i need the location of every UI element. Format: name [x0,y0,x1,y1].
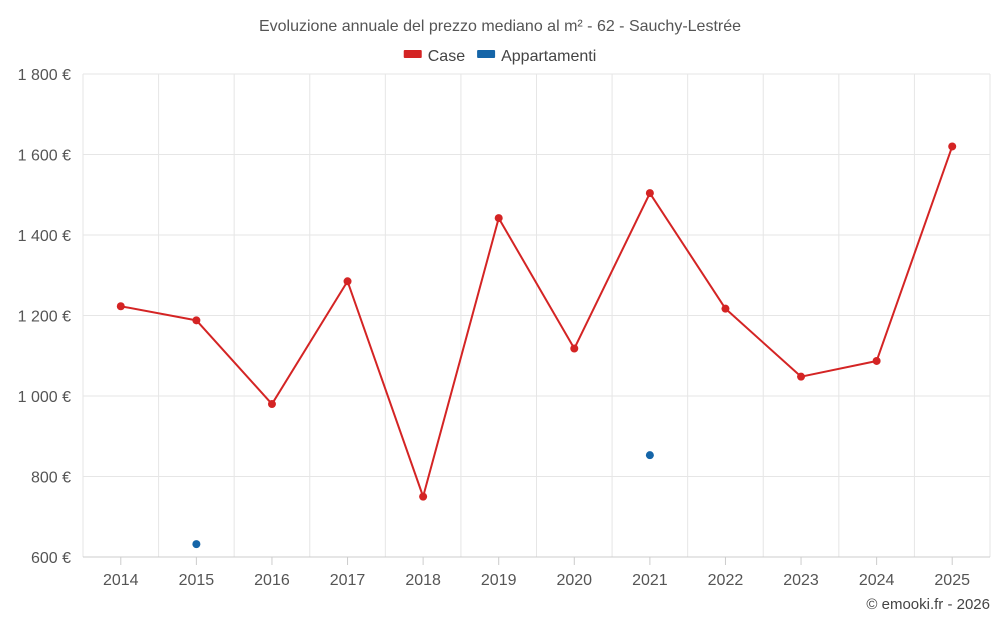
y-tick-label: 1 800 € [18,67,71,84]
x-tick-label: 2015 [179,572,215,589]
data-point-case-2017[interactable] [343,277,352,286]
series-case [116,142,957,501]
x-tick-label: 2021 [632,572,668,589]
data-point-case-2025[interactable] [948,142,957,151]
series-appartamenti [192,451,654,549]
x-tick-label: 2024 [859,572,895,589]
series-line-segment [346,280,425,497]
legend-item-case[interactable]: Case [403,48,465,65]
x-tick-label: 2016 [254,572,290,589]
series-line-segment [422,217,500,497]
series-line-segment [649,192,727,310]
data-point-case-2023[interactable] [797,372,806,381]
series-line-segment [497,217,576,350]
x-tick-label: 2020 [556,572,592,589]
legend-label: Appartamenti [501,48,596,65]
legend-label: Case [428,48,465,65]
y-tick-label: 600 € [31,550,71,567]
x-tick-label: 2025 [934,572,970,589]
series-line-segment [724,307,802,378]
legend-swatch [403,50,422,58]
data-point-case-2016[interactable] [267,400,276,409]
y-axis: 600 € 800 € 1 000 € 1 200 € 1 400 € 1 600 € 1 … [18,67,71,567]
data-point-case-2014[interactable] [116,302,125,311]
x-tick-label: 2023 [783,572,819,589]
grid [82,73,991,558]
y-tick-label: 1 200 € [18,309,71,326]
x-tick-label: 2019 [481,572,517,589]
x-tick-label: 2022 [708,572,744,589]
data-point-case-2019[interactable] [494,214,503,223]
data-point-case-2018[interactable] [419,492,428,501]
series-line-segment [573,192,651,349]
data-point-case-2015[interactable] [192,316,201,325]
data-point-case-2020[interactable] [570,344,579,353]
series-line-segment [800,360,877,378]
y-tick-label: 1 400 € [18,228,71,245]
x-tick-label: 2017 [330,572,366,589]
x-tick-label: 2014 [103,572,139,589]
y-tick-label: 1 000 € [18,389,71,406]
data-point-case-2022[interactable] [721,304,730,313]
x-axis: 2014 2015 2016 2017 2018 2019 2020 2021 2022 2023… [83,556,990,589]
data-point-appartamenti-2015[interactable] [192,540,201,549]
data-point-case-2024[interactable] [872,356,881,365]
series-line-segment [875,146,954,362]
y-tick-label: 800 € [31,470,71,487]
series-line-segment [271,280,349,405]
x-tick-label: 2018 [405,572,441,589]
series-line-segment [120,305,197,322]
y-tick-label: 1 600 € [18,148,71,165]
legend-item-appartamenti[interactable]: Appartamenti [477,48,596,65]
legend-swatch [477,50,496,58]
credit-text: © emooki.fr - 2026 [866,596,990,613]
series-line-segment [195,319,273,405]
series-layer [116,142,957,549]
data-point-appartamenti-2021[interactable] [645,451,654,460]
data-point-case-2021[interactable] [645,189,654,198]
legend: Case Appartamenti [403,48,596,65]
chart-title: Evoluzione annuale del prezzo mediano al… [259,18,741,35]
